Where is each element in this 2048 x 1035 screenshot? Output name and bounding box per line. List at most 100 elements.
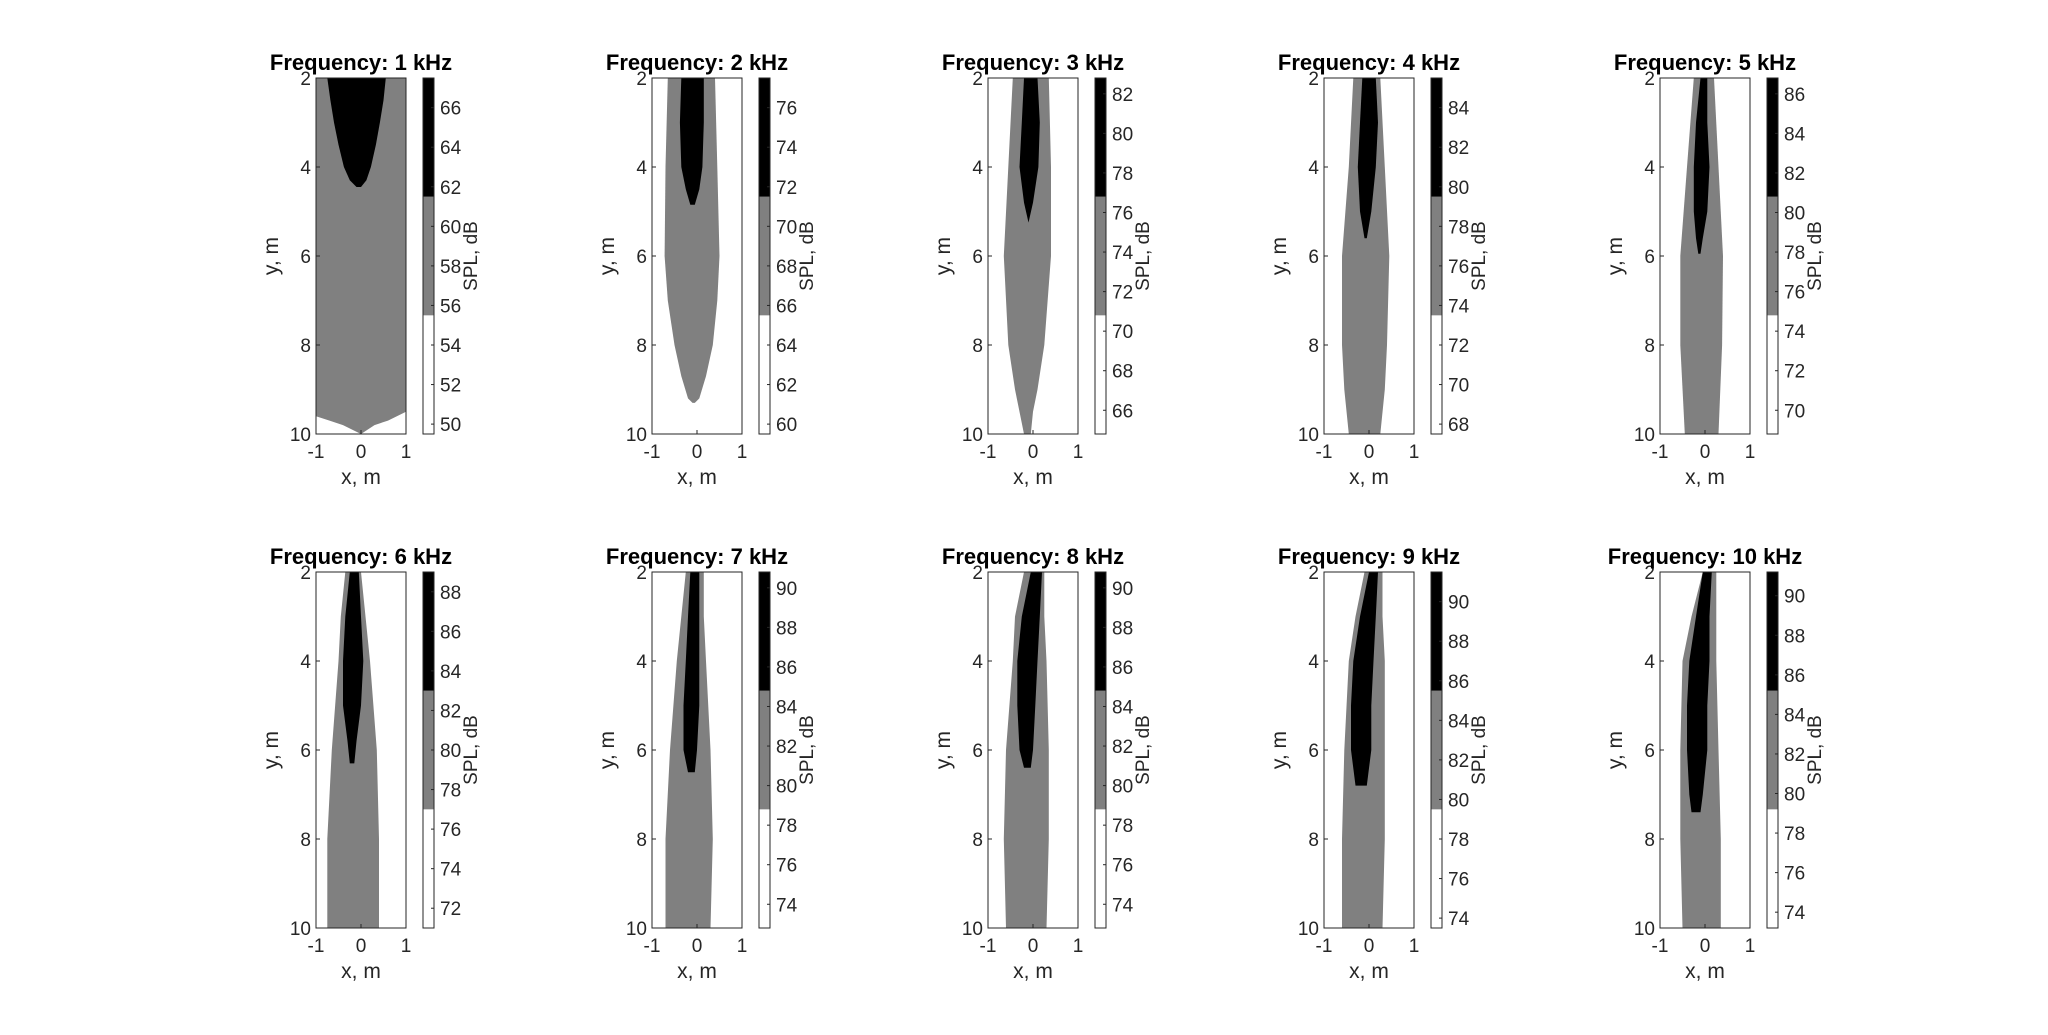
colorbar: 70 72 74 76 78 80 82 84 86 SPL, dB bbox=[1766, 77, 1826, 435]
colorbar-frame bbox=[1094, 571, 1107, 929]
colorbar-tick-label: 86 bbox=[776, 658, 797, 679]
y-tick-label: 2 bbox=[972, 69, 983, 90]
colorbar-frame bbox=[422, 77, 435, 435]
x-tick-label: 0 bbox=[356, 936, 367, 957]
y-tick-label: 2 bbox=[636, 563, 647, 584]
y-axis-label: y, m bbox=[932, 237, 955, 275]
colorbar-band bbox=[1767, 809, 1778, 928]
colorbar-band bbox=[1431, 690, 1442, 810]
colorbar-band bbox=[1095, 196, 1106, 316]
x-tick-label: -1 bbox=[644, 936, 661, 957]
colorbar-band bbox=[423, 196, 434, 316]
colorbar-tick-label: 84 bbox=[776, 697, 798, 718]
field-regions bbox=[327, 572, 379, 928]
colorbar-tick-label: 88 bbox=[440, 583, 461, 604]
panel-title: Frequency: 5 kHz bbox=[1614, 50, 1796, 75]
spl-region-mid bbox=[316, 78, 406, 434]
colorbar-band bbox=[1767, 78, 1778, 197]
colorbar-frame bbox=[758, 571, 771, 929]
colorbar-tick-label: 80 bbox=[1112, 777, 1133, 798]
colorbar-tick-label: 78 bbox=[1784, 243, 1805, 264]
x-axis-label: x, m bbox=[1685, 466, 1725, 489]
colorbar-tick-label: 60 bbox=[440, 217, 461, 238]
colorbar-tick-label: 82 bbox=[1784, 164, 1805, 185]
y-tick-label: 6 bbox=[636, 741, 647, 762]
x-tick-label: 0 bbox=[1364, 936, 1375, 957]
colorbar-tick-label: 84 bbox=[1448, 99, 1470, 120]
spl-region-mid bbox=[1680, 78, 1723, 434]
colorbar-tick-label: 54 bbox=[440, 336, 462, 357]
colorbar-tick-label: 86 bbox=[1784, 85, 1805, 106]
spl-region-mid bbox=[1342, 78, 1390, 434]
y-tick-label: 4 bbox=[300, 158, 311, 179]
x-tick-label: -1 bbox=[980, 936, 997, 957]
colorbar-band bbox=[423, 315, 434, 434]
colorbar-tick-label: 90 bbox=[776, 579, 797, 600]
y-tick-label: 10 bbox=[290, 425, 311, 446]
colorbar-label: SPL, dB bbox=[1805, 221, 1826, 291]
x-tick-label: -1 bbox=[1316, 936, 1333, 957]
y-tick-label: 6 bbox=[300, 741, 311, 762]
x-axis-label: x, m bbox=[1349, 960, 1389, 983]
colorbar: 74 76 78 80 82 84 86 88 90 SPL, dB bbox=[1094, 571, 1154, 929]
colorbar-tick-label: 82 bbox=[440, 701, 461, 722]
colorbar-tick-label: 60 bbox=[776, 415, 797, 436]
x-tick-label: 1 bbox=[1745, 936, 1756, 957]
y-axis-label: y, m bbox=[1604, 731, 1627, 769]
colorbar-label: SPL, dB bbox=[1133, 221, 1154, 291]
spl-region-high bbox=[1019, 78, 1040, 223]
colorbar-tick-label: 74 bbox=[1784, 903, 1806, 924]
colorbar-tick-label: 86 bbox=[1448, 672, 1469, 693]
x-axis-label: x, m bbox=[341, 960, 381, 983]
y-tick-label: 2 bbox=[1644, 563, 1655, 584]
spl-region-high bbox=[1693, 78, 1710, 254]
y-tick-label: 6 bbox=[1308, 247, 1319, 268]
colorbar-tick-label: 74 bbox=[1448, 909, 1470, 930]
y-tick-label: 8 bbox=[1308, 336, 1319, 357]
colorbar-tick-label: 56 bbox=[440, 296, 461, 317]
y-tick-label: 4 bbox=[1644, 652, 1655, 673]
colorbar-tick-label: 70 bbox=[1784, 401, 1805, 422]
y-tick-label: 6 bbox=[972, 247, 983, 268]
colorbar-tick-label: 66 bbox=[440, 99, 461, 120]
panel-title: Frequency: 9 kHz bbox=[1278, 544, 1460, 569]
x-tick-label: 0 bbox=[356, 442, 367, 463]
colorbar-band bbox=[759, 690, 770, 810]
colorbar-frame bbox=[1430, 77, 1443, 435]
colorbar-tick-label: 74 bbox=[1112, 895, 1134, 916]
panel-title: Frequency: 3 kHz bbox=[942, 50, 1124, 75]
colorbar-tick-label: 74 bbox=[1112, 243, 1134, 264]
colorbar-tick-label: 72 bbox=[440, 899, 461, 920]
colorbar-tick-label: 72 bbox=[1448, 336, 1469, 357]
panel-title: Frequency: 4 kHz bbox=[1278, 50, 1460, 75]
colorbar: 72 74 76 78 80 82 84 86 88 SPL, dB bbox=[422, 571, 482, 929]
x-tick-label: -1 bbox=[1652, 442, 1669, 463]
x-tick-label: 1 bbox=[401, 936, 412, 957]
x-tick-label: 0 bbox=[1364, 442, 1375, 463]
y-tick-label: 6 bbox=[972, 741, 983, 762]
y-tick-label: 8 bbox=[300, 830, 311, 851]
field-regions bbox=[1680, 78, 1723, 434]
colorbar-band bbox=[759, 315, 770, 434]
colorbar-frame bbox=[1094, 77, 1107, 435]
colorbar-tick-label: 90 bbox=[1784, 587, 1805, 608]
y-tick-label: 6 bbox=[1644, 247, 1655, 268]
x-tick-label: 0 bbox=[1700, 936, 1711, 957]
colorbar-tick-label: 84 bbox=[1784, 705, 1806, 726]
colorbar: 60 62 64 66 68 70 72 74 76 SPL, dB bbox=[758, 77, 818, 436]
colorbar: 74 76 78 80 82 84 86 88 90 SPL, dB bbox=[1766, 571, 1826, 929]
colorbar-tick-label: 78 bbox=[1112, 816, 1133, 837]
colorbar-tick-label: 74 bbox=[776, 138, 798, 159]
colorbar-tick-label: 78 bbox=[1784, 824, 1805, 845]
x-tick-label: 0 bbox=[692, 442, 703, 463]
colorbar-band bbox=[1431, 315, 1442, 434]
colorbar-tick-label: 72 bbox=[1784, 362, 1805, 383]
colorbar-tick-label: 50 bbox=[440, 415, 461, 436]
colorbar-band bbox=[759, 78, 770, 197]
colorbar-tick-label: 74 bbox=[440, 860, 462, 881]
x-axis-label: x, m bbox=[1349, 466, 1389, 489]
colorbar-label: SPL, dB bbox=[797, 715, 818, 785]
colorbar-band bbox=[1431, 196, 1442, 316]
field-regions bbox=[316, 78, 406, 434]
